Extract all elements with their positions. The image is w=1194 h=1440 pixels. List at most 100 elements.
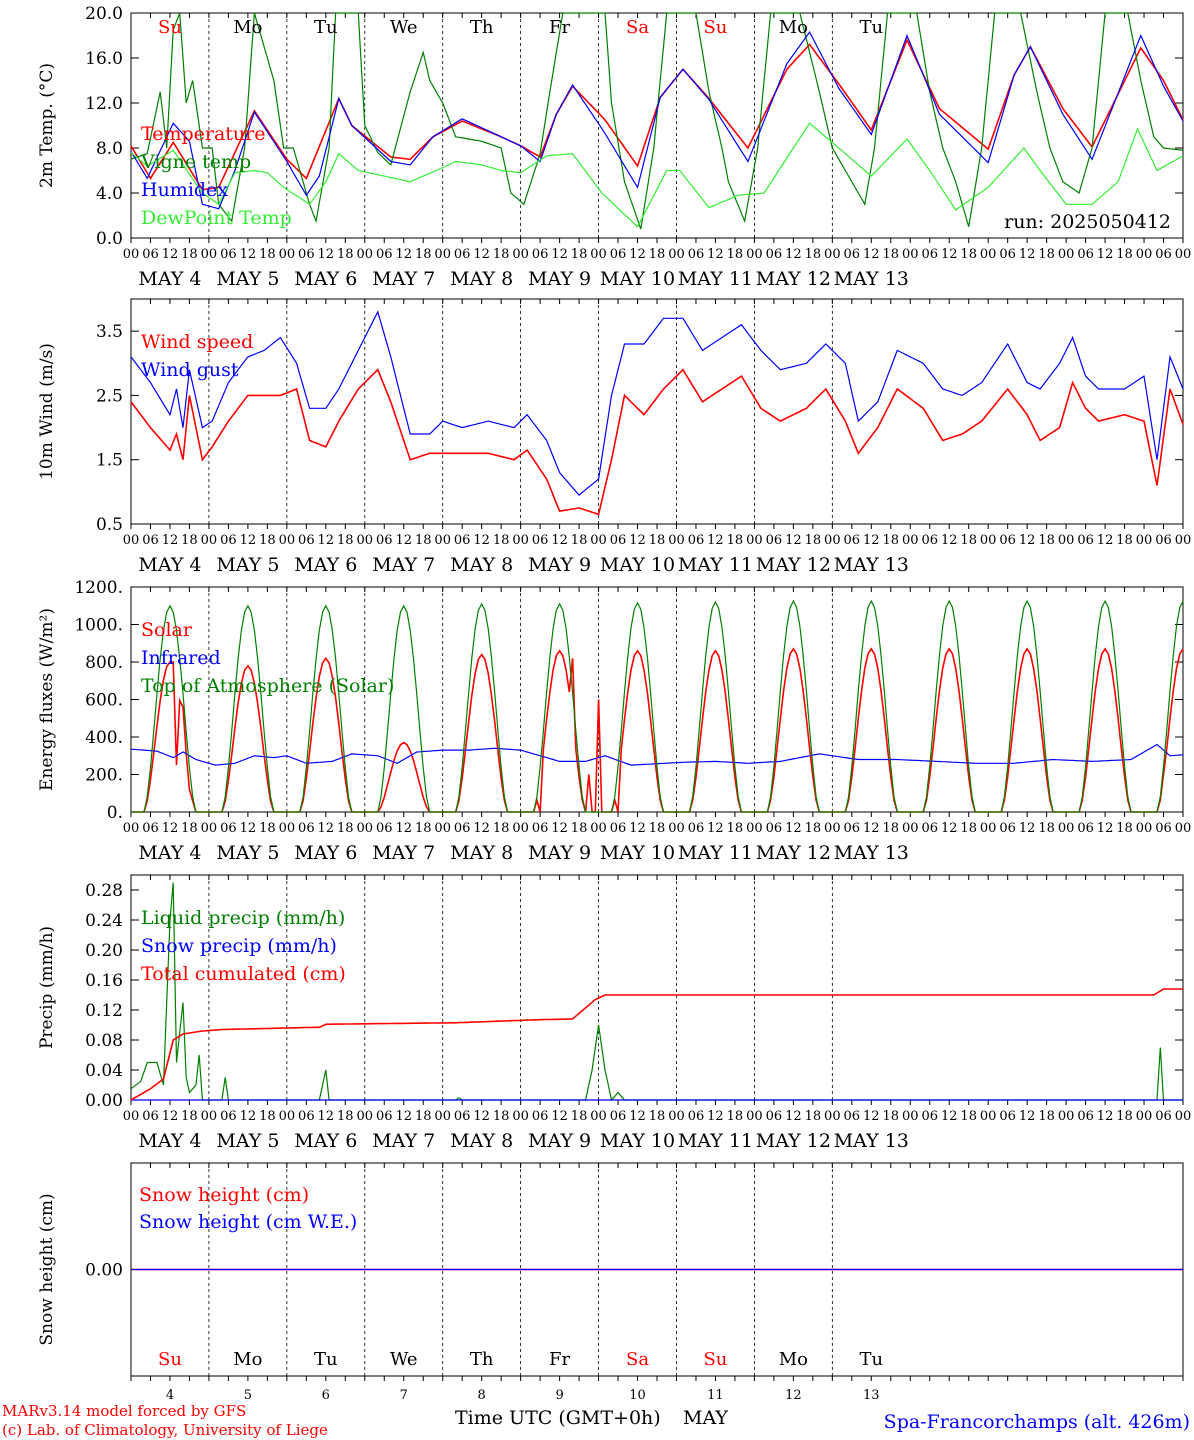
weekday-label: Tu xyxy=(859,17,883,38)
x-tick-label: 18 xyxy=(1038,1109,1055,1124)
x-tick-label: 18 xyxy=(883,821,900,836)
x-tick-label: 06 xyxy=(298,1109,315,1124)
date-label: MAY 11 xyxy=(678,1130,753,1152)
x-tick-label: 18 xyxy=(415,533,432,548)
x-tick-label: 00 xyxy=(1136,533,1153,548)
x-tick-label: 06 xyxy=(766,1109,783,1124)
x-tick-label: 18 xyxy=(1116,247,1133,262)
x-tick-label: 06 xyxy=(766,821,783,836)
x-tick-label: 18 xyxy=(649,1109,666,1124)
legend-entry: Wind speed xyxy=(141,331,253,353)
weekday-label: Tu xyxy=(314,17,338,38)
x-tick-label: 06 xyxy=(688,1109,705,1124)
weekday-label: Tu xyxy=(859,1349,883,1370)
weekday-label: Mo xyxy=(233,1349,262,1370)
x-tick-label: 00 xyxy=(512,533,529,548)
x-tick-label: 12 xyxy=(863,533,880,548)
legend-entry: Snow height (cm) xyxy=(139,1184,309,1206)
x-tick-label: 18 xyxy=(805,533,822,548)
x-tick-label: 00 xyxy=(1058,1109,1075,1124)
x-tick-label: 00 xyxy=(123,533,140,548)
x-tick-label: 06 xyxy=(921,533,938,548)
weekday-label: Th xyxy=(470,17,494,38)
x-tick-label: 12 xyxy=(1019,533,1036,548)
x-tick-label: 00 xyxy=(279,821,296,836)
y-tick-label: 200. xyxy=(85,766,123,786)
x-tick-label: 18 xyxy=(181,1109,198,1124)
x-tick-label: 18 xyxy=(259,821,276,836)
series-line xyxy=(130,122,1184,228)
y-tick-label: 1200. xyxy=(74,578,123,598)
x-tick-label: 18 xyxy=(805,821,822,836)
x-tick-label: 00 xyxy=(279,247,296,262)
x-tick-label: 00 xyxy=(1058,533,1075,548)
x-tick-label: 00 xyxy=(434,247,451,262)
y-tick-label: 0.0 xyxy=(96,229,123,249)
x-tick-label: 00 xyxy=(746,533,763,548)
x-tick-label: 00 xyxy=(824,247,841,262)
x-tick-label: 12 xyxy=(162,533,179,548)
x-tick-label: 12 xyxy=(707,533,724,548)
x-tick-label: 12 xyxy=(629,247,646,262)
x-tick-label: 00 xyxy=(590,1109,607,1124)
day-number-label: 5 xyxy=(244,1388,252,1403)
x-tick-label: 18 xyxy=(337,821,354,836)
x-tick-label: 18 xyxy=(259,1109,276,1124)
x-tick-label: 12 xyxy=(1097,1109,1114,1124)
y-tick-label: 1000. xyxy=(74,616,123,636)
x-tick-label: 12 xyxy=(473,533,490,548)
x-tick-label: 06 xyxy=(142,533,159,548)
x-tick-label: 00 xyxy=(1136,1109,1153,1124)
x-tick-label: 12 xyxy=(785,247,802,262)
legend-entry: DewPoint Temp xyxy=(141,207,292,229)
x-tick-label: 00 xyxy=(824,533,841,548)
x-tick-label: 12 xyxy=(1019,247,1036,262)
x-tick-label: 06 xyxy=(1155,247,1172,262)
y-tick-label: 0.24 xyxy=(85,911,123,931)
x-tick-label: 06 xyxy=(688,533,705,548)
day-number-label: 11 xyxy=(707,1388,724,1403)
legend-entry: Snow precip (mm/h) xyxy=(141,935,337,957)
date-label: MAY 6 xyxy=(294,1130,357,1152)
x-tick-label: 00 xyxy=(980,533,997,548)
day-number-label: 10 xyxy=(629,1388,646,1403)
x-tick-label: 00 xyxy=(123,247,140,262)
weekday-label: Su xyxy=(158,1349,182,1370)
legend-entry: Vigne temp xyxy=(140,151,251,173)
x-tick-label: 18 xyxy=(493,247,510,262)
station-label: Spa-Francorchamps (alt. 426m) xyxy=(884,1411,1190,1433)
x-tick-label: 18 xyxy=(805,1109,822,1124)
x-tick-label: 12 xyxy=(785,821,802,836)
x-tick-label: 06 xyxy=(220,821,237,836)
x-tick-label: 00 xyxy=(590,533,607,548)
x-tick-label: 12 xyxy=(707,247,724,262)
legend-entry: Wind gust xyxy=(141,359,239,381)
x-tick-label: 00 xyxy=(668,533,685,548)
day-number-label: 9 xyxy=(555,1388,563,1403)
x-tick-label: 18 xyxy=(960,247,977,262)
x-tick-label: 06 xyxy=(1077,1109,1094,1124)
weekday-label: Su xyxy=(158,17,182,38)
date-label: MAY 11 xyxy=(678,554,753,576)
legend-entry: Humidex xyxy=(141,179,228,201)
weekday-label: Mo xyxy=(779,17,808,38)
x-tick-label: 00 xyxy=(824,821,841,836)
x-tick-label: 00 xyxy=(123,1109,140,1124)
x-axis-label: Time UTC (GMT+0h) xyxy=(455,1407,661,1429)
x-tick-label: 00 xyxy=(590,821,607,836)
x-tick-label: 06 xyxy=(844,247,861,262)
x-tick-label: 06 xyxy=(220,247,237,262)
x-tick-label: 00 xyxy=(980,821,997,836)
y-tick-label: 0.16 xyxy=(85,971,123,991)
y-tick-label: 0.08 xyxy=(85,1031,123,1051)
y-axis-label: Precip (mm/h) xyxy=(37,926,57,1049)
run-annotation: run: 2025050412 xyxy=(1004,211,1171,233)
x-tick-label: 12 xyxy=(162,1109,179,1124)
x-tick-label: 00 xyxy=(980,1109,997,1124)
date-label: MAY 7 xyxy=(372,842,435,864)
x-tick-label: 18 xyxy=(727,821,744,836)
x-tick-label: 18 xyxy=(805,247,822,262)
x-tick-label: 18 xyxy=(727,247,744,262)
x-tick-label: 18 xyxy=(337,247,354,262)
day-number-label: 6 xyxy=(322,1388,330,1403)
